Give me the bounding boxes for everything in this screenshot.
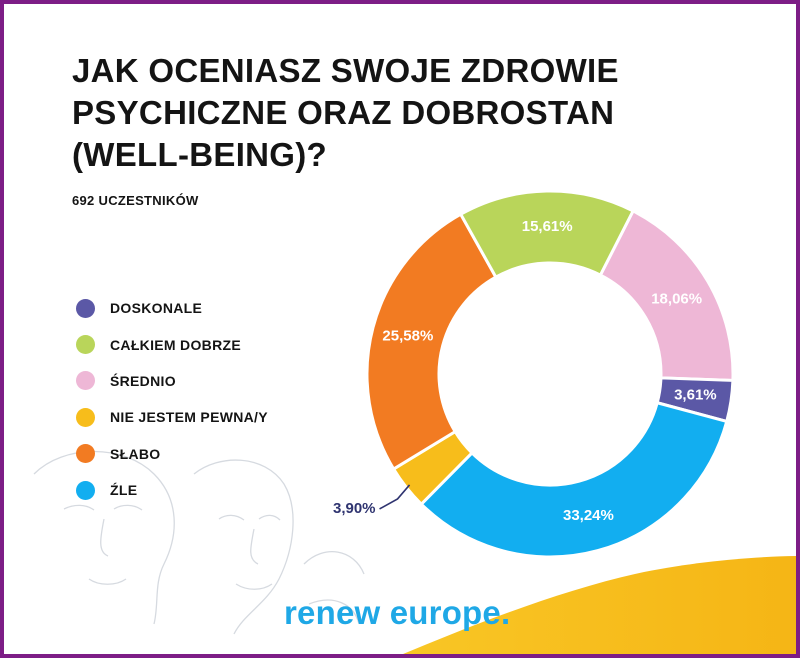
legend-swatch xyxy=(76,407,95,427)
legend-label: ŹLE xyxy=(110,482,138,499)
slice-value-label: 3,61% xyxy=(674,387,717,404)
legend-item-slabo: SŁABO xyxy=(76,436,268,472)
legend-item-calkiem-dobrze: CAŁKIEM DOBRZE xyxy=(76,326,268,362)
legend-swatch xyxy=(76,371,95,391)
slice-value-label: 3,90% xyxy=(333,500,376,517)
legend-label: SŁABO xyxy=(110,445,161,462)
donut-slices xyxy=(365,189,735,559)
chart-legend: DOSKONALE CAŁKIEM DOBRZE ŚREDNIO NIE JES… xyxy=(76,290,268,508)
label-leader-line xyxy=(379,484,411,510)
legend-swatch xyxy=(76,335,95,355)
yellow-wave-decoration xyxy=(403,556,796,654)
legend-item-nie-jestem-pewna: NIE JESTEM PEWNA/Y xyxy=(76,399,268,435)
slice-źle xyxy=(419,400,729,559)
chart-title: JAK OCENIASZ SWOJE ZDROWIE PSYCHICZNE OR… xyxy=(72,52,619,173)
legend-item-zle: ŹLE xyxy=(76,472,268,508)
legend-label: DOSKONALE xyxy=(110,300,203,317)
slice-całkiem-dobrze xyxy=(458,189,636,280)
legend-swatch xyxy=(76,298,95,318)
donut-chart: 18,06% 3,61% 33,24% 3,90% 25,58% 15,61% xyxy=(33,189,796,654)
brand-logo: renew europe. xyxy=(284,594,511,631)
slice-value-label: 33,24% xyxy=(563,507,614,524)
slice-value-label: 18,06% xyxy=(651,290,702,307)
legend-swatch xyxy=(76,480,95,500)
legend-item-srednio: ŚREDNIO xyxy=(76,363,268,399)
participants-count: 692 UCZESTNIKÓW xyxy=(72,193,199,208)
legend-label: CAŁKIEM DOBRZE xyxy=(110,336,241,353)
legend-swatch xyxy=(76,444,95,464)
legend-label: NIE JESTEM PEWNA/Y xyxy=(110,409,268,426)
slice-słabo xyxy=(365,212,498,472)
faces-line-art-decoration xyxy=(33,450,365,635)
slice-value-label: 15,61% xyxy=(522,218,573,235)
legend-label: ŚREDNIO xyxy=(110,372,176,389)
legend-item-doskonale: DOSKONALE xyxy=(76,290,268,326)
donut-labels: 18,06% 3,61% 33,24% 3,90% 25,58% 15,61% xyxy=(333,218,717,524)
slice-value-label: 25,58% xyxy=(382,328,433,345)
